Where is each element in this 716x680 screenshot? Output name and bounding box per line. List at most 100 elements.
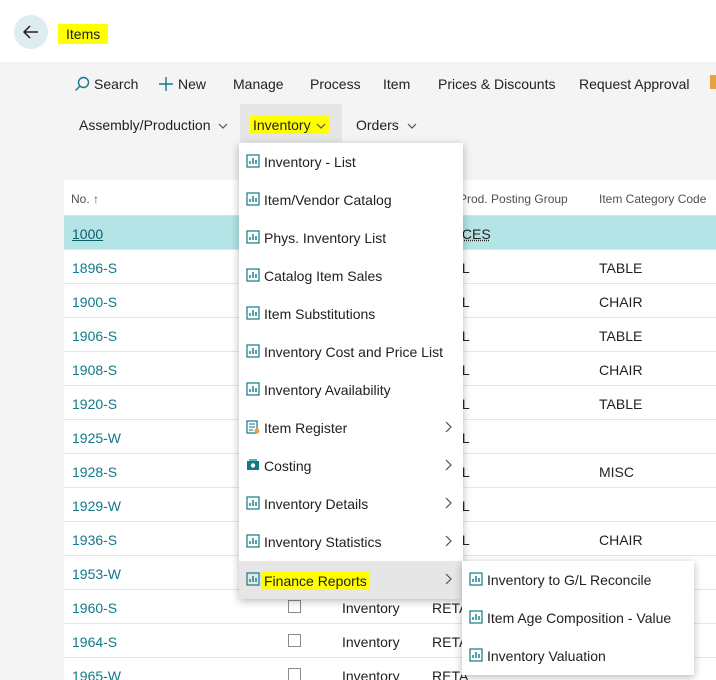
inventory-label: Inventory — [250, 116, 329, 134]
submenu-item-label: Inventory to G/L Reconcile — [487, 572, 651, 588]
costing-icon — [246, 458, 260, 472]
report-icon — [246, 572, 260, 586]
finance-reports-submenu: Inventory to G/L Reconcile Item Age Compo… — [462, 561, 694, 675]
menu-item-finance-reports[interactable]: Finance Reports — [239, 561, 463, 599]
item-no-link[interactable]: 1965-W — [72, 668, 121, 680]
submenu-item-inventory-gl-reconcile[interactable]: Inventory to G/L Reconcile — [462, 561, 694, 599]
menu-item-inventory-cost-price-list[interactable]: Inventory Cost and Price List — [239, 333, 463, 371]
search-icon — [74, 76, 90, 92]
item-no-link[interactable]: 1920-S — [72, 396, 117, 412]
request-approval-menu[interactable]: Request Approval — [579, 76, 690, 92]
arrow-left-icon — [22, 23, 40, 41]
report-icon — [469, 610, 483, 624]
inventory-dropdown-menu: Inventory - List Item/Vendor Catalog Phys.… — [239, 143, 463, 599]
menu-item-item-vendor-catalog[interactable]: Item/Vendor Catalog — [239, 181, 463, 219]
manage-menu[interactable]: Manage — [233, 76, 284, 92]
item-no-link[interactable]: 1936-S — [72, 532, 117, 548]
item-type-cell: Inventory — [342, 668, 400, 680]
report-icon — [246, 382, 260, 396]
menu-item-inventory-list[interactable]: Inventory - List — [239, 143, 463, 181]
item-category-cell: TABLE — [599, 328, 642, 344]
overflow-edge-marker — [710, 75, 716, 89]
item-no-link[interactable]: 1925-W — [72, 430, 121, 446]
process-menu[interactable]: Process — [310, 76, 361, 92]
item-no-link[interactable]: 1896-S — [72, 260, 117, 276]
chevron-down-icon — [407, 122, 417, 130]
prices-discounts-menu[interactable]: Prices & Discounts — [438, 76, 555, 92]
row-checkbox[interactable] — [288, 668, 301, 680]
report-icon — [246, 496, 260, 510]
submenu-item-item-age-composition-value[interactable]: Item Age Composition - Value — [462, 599, 694, 637]
menu-item-inventory-statistics[interactable]: Inventory Statistics — [239, 523, 463, 561]
menu-item-label: Catalog Item Sales — [264, 268, 382, 284]
menu-item-label: Costing — [264, 458, 311, 474]
menu-item-inventory-availability[interactable]: Inventory Availability — [239, 371, 463, 409]
new-button[interactable]: New — [158, 76, 206, 92]
item-menu[interactable]: Item — [383, 76, 410, 92]
menu-item-catalog-item-sales[interactable]: Catalog Item Sales — [239, 257, 463, 295]
assembly-production-menu[interactable]: Assembly/Production — [79, 117, 228, 133]
orders-label: Orders — [356, 117, 399, 133]
item-category-cell: CHAIR — [599, 532, 643, 548]
menu-item-phys-inventory-list[interactable]: Phys. Inventory List — [239, 219, 463, 257]
item-no-link[interactable]: 1000 — [72, 226, 103, 242]
back-button[interactable] — [14, 15, 48, 49]
new-label: New — [178, 76, 206, 92]
inventory-menu[interactable]: Inventory — [250, 117, 329, 133]
assembly-production-label: Assembly/Production — [79, 117, 211, 133]
report-icon — [246, 534, 260, 548]
menu-item-label: Item/Vendor Catalog — [264, 192, 392, 208]
submenu-item-label: Item Age Composition - Value — [487, 610, 671, 626]
page-title: Items — [58, 24, 108, 44]
report-icon — [246, 344, 260, 358]
item-no-link[interactable]: 1960-S — [72, 600, 117, 616]
submenu-item-inventory-valuation[interactable]: Inventory Valuation — [462, 637, 694, 675]
chevron-down-icon — [316, 122, 326, 130]
search-button[interactable]: Search — [74, 76, 138, 92]
report-icon — [469, 572, 483, 586]
menu-item-label: Inventory Availability — [264, 382, 391, 398]
action-bar: Search New Manage Process Item Prices & … — [64, 62, 716, 144]
item-no-link[interactable]: 1908-S — [72, 362, 117, 378]
plus-icon — [158, 76, 174, 92]
orders-menu[interactable]: Orders — [356, 117, 417, 133]
report-icon — [246, 230, 260, 244]
row-checkbox[interactable] — [288, 600, 301, 613]
page-header: Items — [0, 0, 716, 62]
submenu-item-label: Inventory Valuation — [487, 648, 606, 664]
menu-item-label: Phys. Inventory List — [264, 230, 386, 246]
menu-item-item-substitutions[interactable]: Item Substitutions — [239, 295, 463, 333]
item-no-link[interactable]: 1953-W — [72, 566, 121, 582]
menu-item-label: Inventory Details — [264, 496, 368, 512]
item-no-link[interactable]: 1900-S — [72, 294, 117, 310]
column-header-no[interactable]: No. ↑ — [71, 192, 99, 206]
register-icon — [246, 420, 260, 434]
menu-item-costing[interactable]: Costing — [239, 447, 463, 485]
menu-item-label: Item Substitutions — [264, 306, 375, 322]
report-icon — [246, 268, 260, 282]
column-header-item-category-code[interactable]: Item Category Code — [599, 192, 706, 206]
menu-item-item-register[interactable]: Item Register — [239, 409, 463, 447]
row-checkbox[interactable] — [288, 634, 301, 647]
item-no-link[interactable]: 1906-S — [72, 328, 117, 344]
menu-item-label: Finance Reports — [261, 572, 370, 590]
report-icon — [246, 306, 260, 320]
menu-item-label: Inventory Cost and Price List — [264, 344, 443, 360]
item-no-link[interactable]: 1929-W — [72, 498, 121, 514]
item-no-link[interactable]: 1928-S — [72, 464, 117, 480]
chevron-right-icon — [443, 496, 453, 510]
column-header-prod-posting-group[interactable]: Prod. Posting Group — [459, 192, 568, 206]
chevron-down-icon — [218, 122, 228, 130]
item-type-cell: Inventory — [342, 634, 400, 650]
menu-item-inventory-details[interactable]: Inventory Details — [239, 485, 463, 523]
item-no-link[interactable]: 1964-S — [72, 634, 117, 650]
search-label: Search — [94, 76, 138, 92]
chevron-right-icon — [443, 572, 453, 586]
chevron-right-icon — [443, 458, 453, 472]
chevron-right-icon — [443, 534, 453, 548]
report-icon — [246, 154, 260, 168]
item-category-cell: CHAIR — [599, 362, 643, 378]
menu-item-label: Inventory - List — [264, 154, 356, 170]
item-category-cell: MISC — [599, 464, 634, 480]
menu-item-label: Item Register — [264, 420, 347, 436]
